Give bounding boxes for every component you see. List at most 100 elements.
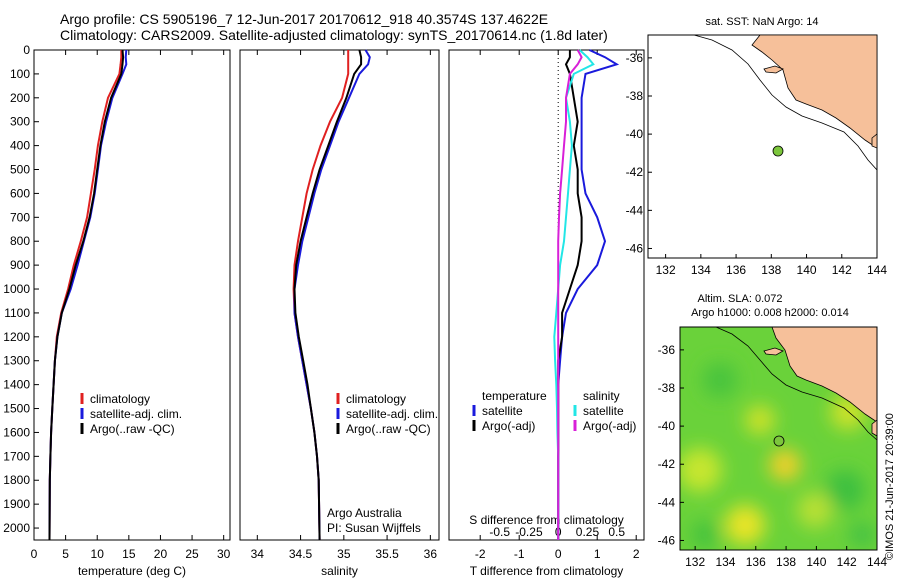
diff-xtick-label: 0 xyxy=(555,547,562,561)
temperature-panel xyxy=(33,49,231,541)
sst-map-kangaroo-island xyxy=(763,65,784,74)
map_sst-ytick-label: -44 xyxy=(626,203,644,217)
depth-tick-label: 500 xyxy=(10,163,30,177)
diff-series-salinity-argo-adj- xyxy=(557,49,583,540)
sla-map-frame xyxy=(679,326,878,551)
depth-tick-label: 1300 xyxy=(3,354,30,368)
salinity-xtick-label: 35.5 xyxy=(375,547,399,561)
depth-tick-label: 2000 xyxy=(3,521,30,535)
depth-tick-label: 200 xyxy=(10,91,30,105)
depth-tick-label: 1500 xyxy=(3,402,30,416)
map_sst-ytick-label: -36 xyxy=(626,51,644,65)
map_sst-ytick-label: -46 xyxy=(626,241,644,255)
temperature-xtick-label: 5 xyxy=(62,547,69,561)
title-line-2: Climatology: CARS2009. Satellite-adjuste… xyxy=(60,27,608,43)
temperature-xlabel: temperature (deg C) xyxy=(78,564,186,578)
map_sla-xtick-label: 136 xyxy=(746,555,766,569)
sla-map-land xyxy=(771,327,877,423)
diff-legend-label: Argo(-adj) xyxy=(583,419,636,433)
diff-xtick-label: 1 xyxy=(594,547,601,561)
diff-xtick-label: -2 xyxy=(475,547,486,561)
map_sst-xtick-label: 142 xyxy=(832,263,852,277)
sst-map-tasmania-edge xyxy=(871,133,877,149)
temperature-legend-label: Argo(..raw -QC) xyxy=(90,422,175,436)
salinity-legend-label: Argo(..raw -QC) xyxy=(346,422,431,436)
sla-argo-location xyxy=(773,435,785,447)
diff-legend-label: satellite xyxy=(583,404,624,418)
salinity-xlabel: salinity xyxy=(321,564,358,578)
temperature-legend-label: satellite-adj. clim. xyxy=(90,407,182,421)
map_sla-ytick-label: -44 xyxy=(658,495,676,509)
salinity-annotation-line-1: Argo Australia xyxy=(327,506,402,520)
diff-xtick-label: -1 xyxy=(514,547,525,561)
depth-tick-label: 1700 xyxy=(3,449,30,463)
depth-tick-label: 100 xyxy=(10,67,30,81)
map_sla-ytick-label: -36 xyxy=(658,343,676,357)
depth-tick-label: 400 xyxy=(10,139,30,153)
depth-tick-label: 1800 xyxy=(3,473,30,487)
depth-tick-label: 1900 xyxy=(3,497,30,511)
sla-map-title-1: Altim. SLA: 0.072 xyxy=(698,293,783,305)
temperature-xtick-label: 0 xyxy=(31,547,38,561)
figure-title: Argo profile: CS 5905196_7 12-Jun-2017 2… xyxy=(60,11,608,43)
map_sst-ytick-label: -38 xyxy=(626,89,644,103)
salinity-panel xyxy=(239,49,440,541)
diff-legend-header-temperature: temperature xyxy=(482,389,547,403)
map_sla-ytick-label: -46 xyxy=(658,533,676,547)
depth-tick-label: 1100 xyxy=(4,306,30,320)
map_sla-xtick-label: 138 xyxy=(776,555,796,569)
s-diff-label: S difference from climatology xyxy=(469,513,624,527)
map_sla-ytick-label: -42 xyxy=(658,457,676,471)
temperature-xtick-label: 25 xyxy=(185,547,199,561)
salinity-xtick-label: 34.5 xyxy=(289,547,313,561)
diff-legend-label: Argo(-adj) xyxy=(482,419,535,433)
salinity-legend-label: climatology xyxy=(346,392,406,406)
depth-tick-label: 600 xyxy=(10,186,30,200)
map_sla-xtick-label: 142 xyxy=(837,555,857,569)
depth-tick-label: 700 xyxy=(10,210,30,224)
depth-tick-label: 1400 xyxy=(3,378,30,392)
map_sla-ytick-label: -38 xyxy=(658,381,676,395)
salinity-legend-label: satellite-adj. clim. xyxy=(346,407,438,421)
imos-side-label: ©IMOS 21-Jun-2017 20:39:00 xyxy=(884,413,896,560)
depth-tick-label: 900 xyxy=(10,258,30,272)
depth-tick-label: 800 xyxy=(10,234,30,248)
sst-map-shelf-contour xyxy=(693,35,877,171)
temperature-xtick-label: 15 xyxy=(122,547,136,561)
s-diff-tick-label: 0.5 xyxy=(608,525,625,539)
temperature-xtick-label: 20 xyxy=(154,547,168,561)
map_sla-xtick-label: 134 xyxy=(715,555,735,569)
map_sst-xtick-label: 134 xyxy=(691,263,711,277)
s-diff-tick-label: -0.25 xyxy=(515,525,543,539)
map_sla-xtick-label: 144 xyxy=(867,555,887,569)
map_sst-xtick-label: 136 xyxy=(726,263,746,277)
depth-tick-label: 1600 xyxy=(3,425,30,439)
sla-map-title-2: Argo h1000: 0.008 h2000: 0.014 xyxy=(691,307,849,319)
temperature-xtick-label: 30 xyxy=(217,547,231,561)
diff-legend-label: satellite xyxy=(482,404,523,418)
difference-panel xyxy=(448,49,645,541)
sla-map-shelf-contour xyxy=(715,327,877,441)
salinity-annotation-line-2: PI: Susan Wijffels xyxy=(327,521,421,535)
salinity-xtick-label: 35 xyxy=(337,547,351,561)
map_sst-xtick-label: 144 xyxy=(867,263,887,277)
salinity-xtick-label: 34 xyxy=(251,547,265,561)
salinity-series-argo-raw-qc- xyxy=(293,49,363,541)
depth-tick-label: 300 xyxy=(10,115,30,129)
map_sst-xtick-label: 140 xyxy=(797,263,817,277)
diff-xlabel: T difference from climatology xyxy=(470,564,624,578)
s-diff-tick-label: -0.5 xyxy=(489,525,510,539)
sla-map-kangaroo-island xyxy=(763,347,784,356)
salinity-xtick-label: 36 xyxy=(424,547,438,561)
map_sst-ytick-label: -40 xyxy=(626,127,644,141)
temperature-xtick-label: 10 xyxy=(91,547,105,561)
sla-map-tasmania-edge xyxy=(871,419,877,437)
map_sla-xtick-label: 140 xyxy=(806,555,826,569)
map_sst-xtick-label: 132 xyxy=(656,263,676,277)
map_sst-xtick-label: 138 xyxy=(761,263,781,277)
map_sla-ytick-label: -40 xyxy=(658,419,676,433)
temperature-legend-label: climatology xyxy=(90,392,150,406)
sst-map-title: sat. SST: NaN Argo: 14 xyxy=(705,16,818,28)
depth-tick-label: 1000 xyxy=(3,282,30,296)
